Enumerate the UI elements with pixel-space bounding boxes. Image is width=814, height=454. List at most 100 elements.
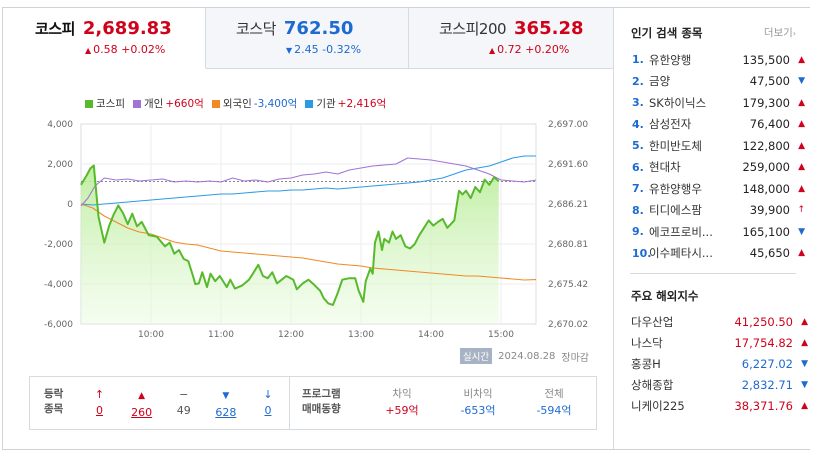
title-line: 등락 <box>44 388 64 400</box>
updown-stats: 등락 종목 ↑ 0 ▲ 260 − 49 ▼ 628 ↓ 0 <box>30 377 290 429</box>
stock-price: 135,500 <box>742 52 790 67</box>
legend-individual[interactable]: 개인 +660억 <box>132 96 204 111</box>
change-text: 0.58 +0.02% <box>93 43 166 56</box>
market-status: 장마감 <box>561 352 589 364</box>
legend-label: 외국인 <box>222 98 252 110</box>
rank-number: 7. <box>632 182 644 196</box>
index-value: 38,371.76 <box>734 399 793 414</box>
index-name[interactable]: 상해종합 <box>631 378 674 393</box>
world-title: 주요 해외지수 <box>631 289 699 303</box>
stock-name[interactable]: SK하이닉스 <box>649 95 707 110</box>
program-label: 비차익 <box>463 388 493 400</box>
lower-limit-count[interactable]: ↓ 0 <box>247 387 289 429</box>
legend-institution[interactable]: 기관 +2,416억 <box>305 96 386 111</box>
fall-count[interactable]: ▼ 628 <box>205 387 247 429</box>
series-line <box>80 157 537 207</box>
index-name[interactable]: 다우산업 <box>631 314 674 329</box>
rank-number: 6. <box>632 160 644 174</box>
legend-swatch <box>132 99 141 108</box>
list-item[interactable]: 6. 현대차 259,000 ▲ <box>632 157 810 179</box>
list-item[interactable]: 5. 한미반도체 122,800 ▲ <box>632 135 810 157</box>
legend-swatch <box>211 99 220 108</box>
legend-kospi[interactable]: 코스피 <box>85 96 125 111</box>
list-item[interactable]: 9. 에코프로비... 165,100 ▼ <box>632 221 810 243</box>
stock-name[interactable]: 금양 <box>649 74 671 89</box>
stock-name[interactable]: 이수페타시... <box>649 246 713 261</box>
list-item[interactable]: 나스닥 17,754.82 ▲ <box>631 332 810 353</box>
left-tick-label: -6,000 <box>44 320 73 330</box>
realtime-badge: 실시간 <box>459 348 493 364</box>
chart-plot[interactable]: 4,000 2,697.00 2,000 2,691.60 0 2,686.21 -2,00… <box>3 112 613 344</box>
list-item[interactable]: 8. 티디에스팜 39,900 ↑ <box>632 200 810 222</box>
count-value[interactable]: 0 <box>264 404 272 417</box>
tab-kospi200[interactable]: 코스피200 365.28 ▲ 0.72 +0.20% <box>409 8 613 69</box>
left-tick-label: 2,000 <box>47 160 73 170</box>
left-tick-label: 4,000 <box>47 120 73 130</box>
left-tick-label: -2,000 <box>44 240 73 250</box>
lower-limit-icon: ↓ <box>263 388 273 401</box>
flat-count[interactable]: − 49 <box>163 387 205 429</box>
list-item[interactable]: 3. SK하이닉스 179,300 ▲ <box>632 92 810 114</box>
list-item[interactable]: 상해종합 2,832.71 ▼ <box>631 375 810 396</box>
count-value[interactable]: 260 <box>131 406 153 419</box>
upper-limit-count[interactable]: ↑ 0 <box>78 387 120 429</box>
market-widget: 코스피 2,689.83 ▲ 0.58 +0.02% 코스닥 762.50 ▼ 2.… <box>2 7 810 450</box>
index-value: 41,250.50 <box>734 314 793 329</box>
right-tick-label: 2,680.81 <box>548 240 588 250</box>
stock-name[interactable]: 티디에스팜 <box>649 203 702 218</box>
index-name[interactable]: 나스닥 <box>631 335 663 350</box>
tab-name: 코스피 <box>35 20 75 38</box>
popular-list: 1. 유한양행 135,500 ▲ 2. 금양 47,500 ▼ 3. SK하이닉스 179,300… <box>614 41 810 264</box>
list-item[interactable]: 4. 삼성전자 76,400 ▲ <box>632 114 810 136</box>
count-value[interactable]: 49 <box>176 404 191 417</box>
stock-name[interactable]: 유한양행우 <box>649 181 702 196</box>
stock-name[interactable]: 현대차 <box>649 160 681 175</box>
down-arrow-icon: ▼ <box>798 226 805 237</box>
change-text: 0.72 +0.20% <box>497 43 570 56</box>
stock-name[interactable]: 유한양행 <box>649 52 692 67</box>
stock-name[interactable]: 한미반도체 <box>649 138 702 153</box>
index-name[interactable]: 니케이225 <box>631 399 685 414</box>
series-line <box>80 155 536 206</box>
popular-title: 인기 검색 종목 <box>631 26 703 40</box>
popular-header: 인기 검색 종목 더보기› <box>614 8 810 41</box>
list-item[interactable]: 2. 금양 47,500 ▼ <box>632 71 810 93</box>
legend-foreign[interactable]: 외국인 -3,400억 <box>211 96 297 111</box>
stock-name[interactable]: 에코프로비... <box>649 224 713 239</box>
up-arrow-icon: ▲ <box>801 337 808 348</box>
count-value[interactable]: 0 <box>96 404 103 417</box>
list-item[interactable]: 다우산업 41,250.50 ▲ <box>631 311 810 332</box>
up-arrow-icon: ▲ <box>801 401 808 412</box>
list-item[interactable]: 7. 유한양행우 148,000 ▲ <box>632 178 810 200</box>
series-line <box>80 164 500 306</box>
updown-title: 등락 종목 <box>44 387 78 429</box>
tab-kospi[interactable]: 코스피 2,689.83 ▲ 0.58 +0.02% <box>3 8 206 69</box>
title-line: 프로그램 <box>302 388 341 400</box>
program-trading: 프로그램 매매동향 차익 +59억 비차익 -653억 전체 -594억 <box>290 377 596 429</box>
legend-label: 코스피 <box>96 98 125 110</box>
program-total: 전체 -594억 <box>516 387 592 429</box>
stock-price: 259,000 <box>742 160 790 175</box>
rise-count[interactable]: ▲ 260 <box>121 387 163 429</box>
count-value[interactable]: 628 <box>215 406 237 419</box>
x-tick-label: 13:00 <box>348 330 374 340</box>
stock-name[interactable]: 삼성전자 <box>649 117 692 132</box>
index-value: 17,754.82 <box>734 335 793 350</box>
fall-icon: ▼ <box>222 391 230 401</box>
list-item[interactable]: 니케이225 38,371.76 ▲ <box>631 396 810 417</box>
list-item[interactable]: 1. 유한양행 135,500 ▲ <box>632 49 810 71</box>
chart-legend: 코스피 개인 +660억 외국인 -3,400억 기관 +2,416억 <box>85 96 386 111</box>
index-name[interactable]: 홍콩H <box>631 356 661 371</box>
list-item[interactable]: 10. 이수페타시... 45,650 ▲ <box>632 243 810 265</box>
list-item[interactable]: 홍콩H 6,227.02 ▼ <box>631 353 810 374</box>
index-value: 2,832.71 <box>741 378 793 393</box>
left-tick-label: 0 <box>67 200 73 210</box>
change-text: 2.45 -0.32% <box>294 43 362 56</box>
down-arrow-icon: ▼ <box>286 46 293 55</box>
stock-price: 165,100 <box>742 224 790 239</box>
tab-kosdaq[interactable]: 코스닥 762.50 ▼ 2.45 -0.32% <box>206 8 409 69</box>
down-arrow-icon: ▼ <box>801 358 808 369</box>
more-link[interactable]: 더보기› <box>764 25 796 41</box>
up-arrow-icon: ↑ <box>797 205 805 216</box>
market-stats: 등락 종목 ↑ 0 ▲ 260 − 49 ▼ 628 ↓ 0 <box>29 376 597 430</box>
